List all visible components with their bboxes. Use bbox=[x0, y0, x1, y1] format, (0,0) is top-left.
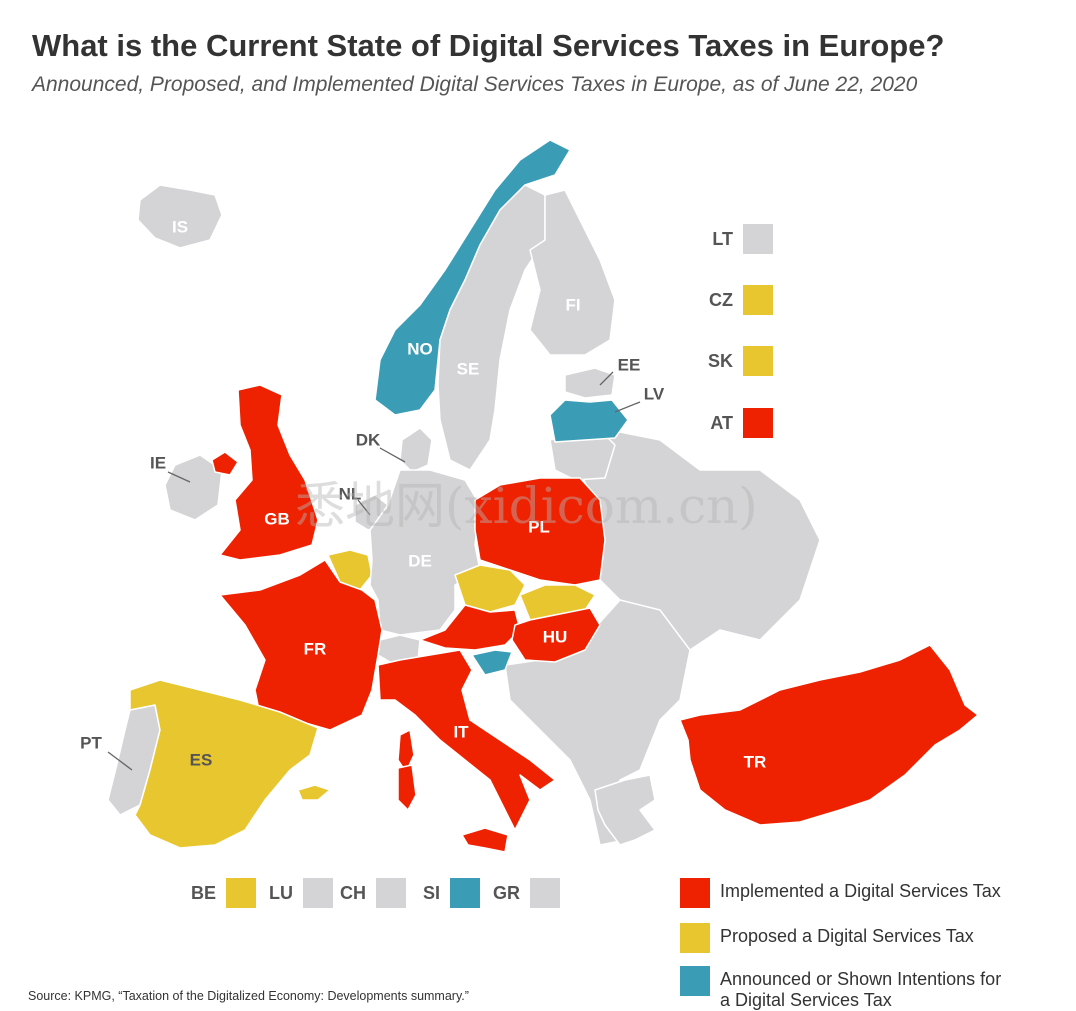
country-label-ie: IE bbox=[150, 453, 166, 472]
side-key-sk: SK bbox=[705, 346, 773, 376]
legend-proposed: Proposed a Digital Services Tax bbox=[680, 923, 1020, 953]
leader-dk bbox=[379, 447, 406, 463]
legend-label: Proposed a Digital Services Tax bbox=[720, 926, 974, 946]
bottom-key-code: BE bbox=[190, 882, 216, 903]
legend-swatch bbox=[680, 923, 710, 953]
country-FI bbox=[529, 189, 616, 356]
leader-nl bbox=[357, 499, 371, 516]
country-EE bbox=[564, 367, 616, 399]
country-label-pt: PT bbox=[80, 733, 102, 752]
country-SE bbox=[437, 184, 546, 471]
country-FR bbox=[219, 559, 383, 731]
country-label-gb: GB bbox=[264, 509, 290, 528]
country-GR bbox=[594, 774, 656, 846]
country-label-es: ES bbox=[190, 750, 213, 769]
bottom-key-lu: LU bbox=[265, 878, 333, 908]
leader-pt bbox=[107, 751, 133, 771]
legend-swatch bbox=[680, 878, 710, 908]
country-label-no: NO bbox=[407, 339, 433, 358]
country-DE bbox=[369, 469, 481, 636]
bottom-key-swatch bbox=[530, 878, 560, 908]
side-key-at: AT bbox=[705, 408, 773, 438]
bottom-key-si: SI bbox=[412, 878, 480, 908]
country-ES-balearics bbox=[297, 784, 331, 801]
country-label-se: SE bbox=[457, 359, 480, 378]
bottom-key-ch: CH bbox=[338, 878, 406, 908]
page-subtitle: Announced, Proposed, and Implemented Dig… bbox=[32, 73, 918, 96]
country-GB bbox=[219, 384, 319, 561]
side-key-swatch bbox=[743, 408, 773, 438]
source-note: Source: KPMG, “Taxation of the Digitaliz… bbox=[28, 989, 469, 1003]
country-GB-ni bbox=[211, 451, 239, 476]
country-ES bbox=[129, 679, 319, 849]
country-IT-sardinia bbox=[397, 764, 417, 811]
side-key-code: SK bbox=[707, 350, 733, 371]
legend-announced: Announced or Shown Intentions for a Digi… bbox=[680, 966, 1010, 1011]
legend-swatch bbox=[680, 966, 710, 996]
bottom-key-be: BE bbox=[188, 878, 256, 908]
country-label-hu: HU bbox=[543, 627, 568, 646]
country-label-is: IS bbox=[172, 217, 188, 236]
bottom-key-swatch bbox=[226, 878, 256, 908]
bottom-key-swatch bbox=[450, 878, 480, 908]
side-key-swatch bbox=[743, 224, 773, 254]
bottom-key-gr: GR bbox=[492, 878, 560, 908]
legend-label: Implemented a Digital Services Tax bbox=[720, 881, 1001, 901]
country-label-nl: NL bbox=[339, 484, 362, 503]
country-label-tr: TR bbox=[744, 752, 767, 771]
bottom-key-swatch bbox=[303, 878, 333, 908]
legend-implemented: Implemented a Digital Services Tax bbox=[680, 878, 1020, 908]
country-DK bbox=[399, 427, 433, 473]
page-title: What is the Current State of Digital Ser… bbox=[32, 28, 945, 63]
country-LV bbox=[549, 399, 629, 443]
country-SI bbox=[471, 649, 513, 676]
country-HU bbox=[511, 607, 601, 663]
bottom-key-swatch bbox=[376, 878, 406, 908]
country-PL bbox=[474, 477, 606, 586]
country-label-de: DE bbox=[408, 551, 432, 570]
country-IT-sicily bbox=[461, 827, 509, 853]
country-label-fi: FI bbox=[565, 295, 580, 314]
country-label-fr: FR bbox=[304, 639, 327, 658]
legend-label: Announced or Shown Intentions for a Digi… bbox=[720, 969, 1002, 1010]
side-key-cz: CZ bbox=[705, 285, 773, 315]
country-IT bbox=[377, 649, 556, 831]
country-FR-corsica bbox=[397, 729, 415, 773]
country-IS bbox=[137, 184, 223, 249]
country-IE bbox=[164, 454, 223, 521]
bottom-key-code: CH bbox=[340, 882, 366, 903]
side-key-code: AT bbox=[710, 412, 733, 433]
leader-ie bbox=[167, 471, 191, 483]
leader-ee bbox=[599, 371, 614, 386]
country-label-dk: DK bbox=[356, 430, 381, 449]
country-AT bbox=[419, 604, 521, 651]
leader-lv bbox=[614, 401, 641, 413]
country-TR bbox=[679, 644, 979, 826]
country-label-ee: EE bbox=[618, 355, 641, 374]
side-key-swatch bbox=[743, 346, 773, 376]
bottom-key-code: SI bbox=[422, 882, 440, 903]
side-key-code: CZ bbox=[709, 289, 733, 310]
country-label-pl: PL bbox=[528, 517, 550, 536]
country-label-lv: LV bbox=[644, 384, 665, 403]
country-NO bbox=[374, 139, 571, 416]
side-key-swatch bbox=[743, 285, 773, 315]
side-key-code: LT bbox=[712, 228, 733, 249]
bottom-key-code: LU bbox=[269, 882, 293, 903]
bottom-key-code: GR bbox=[493, 882, 520, 903]
country-label-it: IT bbox=[453, 722, 469, 741]
side-key-lt: LT bbox=[705, 224, 773, 254]
